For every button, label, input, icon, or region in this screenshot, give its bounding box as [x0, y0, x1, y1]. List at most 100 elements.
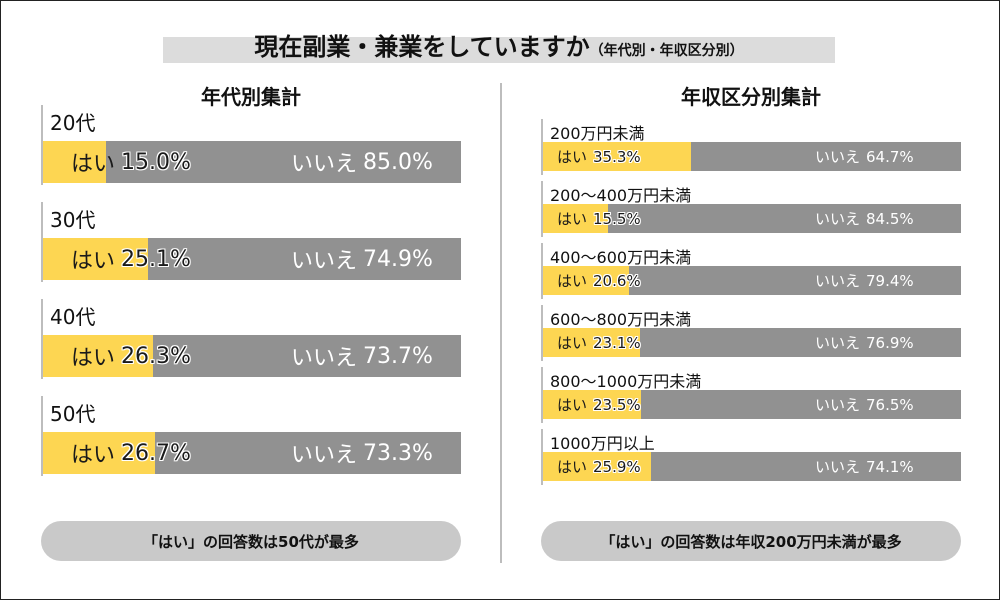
no-series-name: いいえ: [815, 396, 861, 414]
category-label: 400～600万円未満: [550, 248, 692, 267]
yes-value-label: はい 15.5%: [557, 204, 641, 233]
category-label: 20代: [50, 111, 96, 135]
bar-yes-segment: [543, 328, 640, 357]
yes-percent: 23.5%: [593, 395, 641, 414]
bar-yes-segment: [43, 335, 153, 377]
bar-track: はい 20.6% いいえ 79.4%: [543, 266, 961, 295]
bar-group: 200万円未満 はい 35.3% いいえ 64.7%: [541, 119, 961, 175]
age-panel-title: 年代別集計: [201, 85, 301, 109]
yes-percent: 26.7%: [121, 440, 191, 466]
title-sub: （年代別・年収区分別）: [589, 43, 744, 59]
bar-yes-segment: [543, 390, 642, 419]
bar-yes-segment: [543, 452, 652, 481]
income-summary-note: 「はい」の回答数は年収200万円未満が最多: [541, 521, 961, 561]
bar-group: 600～800万円未満はい 23.1% いいえ 76.9%: [541, 305, 961, 361]
bar-track: はい 23.1% いいえ 76.9%: [543, 328, 961, 357]
bar-yes-segment: [543, 204, 608, 233]
yes-percent: 26.3%: [121, 343, 191, 369]
yes-percent: 25.1%: [121, 246, 191, 272]
no-percent: 76.5%: [866, 395, 914, 414]
chart-title: 現在副業・兼業をしていますか（年代別・年収区分別）: [163, 25, 835, 69]
yes-percent: 15.0%: [121, 149, 191, 175]
no-value-label: いいえ 73.7%: [291, 335, 433, 377]
bar-track: はい 35.3% いいえ 64.7%: [543, 142, 961, 171]
bar-group: 40代はい 26.3% いいえ 73.7%: [41, 299, 461, 379]
no-percent: 73.3%: [363, 440, 433, 466]
bar-track: はい 23.5% いいえ 76.5%: [543, 390, 961, 419]
yes-percent: 20.6%: [593, 271, 641, 290]
category-label: 50代: [50, 402, 96, 426]
no-percent: 85.0%: [363, 149, 433, 175]
no-percent: 64.7%: [866, 147, 914, 166]
no-percent: 73.7%: [363, 343, 433, 369]
yes-value-label: はい 20.6%: [557, 266, 641, 295]
yes-value-label: はい 35.3%: [557, 142, 641, 171]
no-value-label: いいえ 76.5%: [815, 390, 914, 419]
bar-track: はい 26.7% いいえ 73.3%: [43, 432, 461, 474]
yes-series-name: はい: [557, 396, 588, 414]
no-percent: 74.9%: [363, 246, 433, 272]
yes-value-label: はい 23.5%: [557, 390, 641, 419]
no-value-label: いいえ 74.9%: [291, 238, 433, 280]
yes-value-label: はい 23.1%: [557, 328, 641, 357]
bar-track: はい 26.3% いいえ 73.7%: [43, 335, 461, 377]
yes-series-name: はい: [557, 148, 588, 166]
category-label: 1000万円以上: [550, 434, 655, 453]
bar-track: はい 25.9% いいえ 74.1%: [543, 452, 961, 481]
bar-group: 400～600万円未満はい 20.6% いいえ 79.4%: [541, 243, 961, 299]
no-value-label: いいえ 79.4%: [815, 266, 914, 295]
bar-track: はい 15.0% いいえ 85.0%: [43, 141, 461, 183]
no-series-name: いいえ: [815, 210, 861, 228]
no-series-name: いいえ: [815, 334, 861, 352]
yes-series-name: はい: [71, 249, 116, 274]
no-value-label: いいえ 64.7%: [815, 142, 914, 171]
no-series-name: いいえ: [291, 443, 358, 468]
yes-series-name: はい: [557, 210, 588, 228]
no-value-label: いいえ 73.3%: [291, 432, 433, 474]
yes-value-label: はい 26.3%: [71, 335, 191, 377]
yes-series-name: はい: [557, 272, 588, 290]
bar-group: 1000万円以上はい 25.9% いいえ 74.1%: [541, 429, 961, 485]
no-series-name: いいえ: [815, 148, 861, 166]
no-percent: 84.5%: [866, 209, 914, 228]
bar-group: 20代はい 15.0% いいえ 85.0%: [41, 105, 461, 185]
yes-series-name: はい: [557, 334, 588, 352]
no-value-label: いいえ 74.1%: [815, 452, 914, 481]
income-panel-title: 年収区分別集計: [681, 85, 821, 109]
bar-yes-segment: [543, 266, 630, 295]
no-value-label: いいえ 85.0%: [291, 141, 433, 183]
yes-value-label: はい 25.9%: [557, 452, 641, 481]
yes-percent: 35.3%: [593, 147, 641, 166]
title-band: [163, 37, 835, 63]
bar-group: 30代はい 25.1% いいえ 74.9%: [41, 202, 461, 282]
bar-group: 200～400万円未満 はい 15.5% いいえ 84.5%: [541, 181, 961, 237]
yes-value-label: はい 26.7%: [71, 432, 191, 474]
category-label: 40代: [50, 305, 96, 329]
yes-series-name: はい: [71, 152, 116, 177]
bar-yes-segment: [43, 141, 106, 183]
bar-track: はい 15.5% いいえ 84.5%: [543, 204, 961, 233]
bar-group: 50代はい 26.7% いいえ 73.3%: [41, 396, 461, 476]
yes-series-name: はい: [71, 346, 116, 371]
yes-value-label: はい 15.0%: [71, 141, 191, 183]
yes-percent: 23.1%: [593, 333, 641, 352]
no-series-name: いいえ: [291, 346, 358, 371]
bar-yes-segment: [543, 142, 691, 171]
bar-yes-segment: [43, 432, 155, 474]
no-series-name: いいえ: [815, 272, 861, 290]
no-value-label: いいえ 84.5%: [815, 204, 914, 233]
no-percent: 74.1%: [866, 457, 914, 476]
category-label: 30代: [50, 208, 96, 232]
yes-series-name: はい: [557, 458, 588, 476]
yes-series-name: はい: [71, 443, 116, 468]
category-label: 800～1000万円未満: [550, 372, 702, 391]
no-series-name: いいえ: [291, 249, 358, 274]
yes-value-label: はい 25.1%: [71, 238, 191, 280]
category-label: 200～400万円未満: [550, 186, 692, 205]
yes-percent: 25.9%: [593, 457, 641, 476]
no-percent: 76.9%: [866, 333, 914, 352]
no-series-name: いいえ: [291, 152, 358, 177]
category-label: 600～800万円未満: [550, 310, 692, 329]
bar-yes-segment: [43, 238, 148, 280]
